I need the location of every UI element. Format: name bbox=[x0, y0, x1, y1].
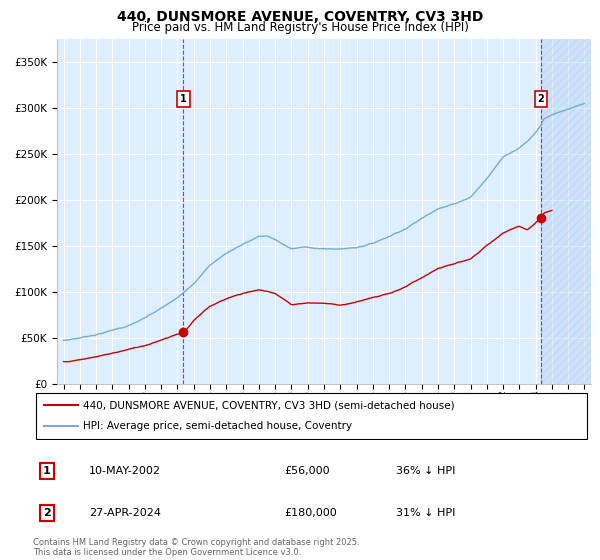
Text: 2: 2 bbox=[43, 508, 51, 518]
Text: Contains HM Land Registry data © Crown copyright and database right 2025.
This d: Contains HM Land Registry data © Crown c… bbox=[33, 538, 359, 557]
Text: 31% ↓ HPI: 31% ↓ HPI bbox=[396, 508, 455, 518]
Text: HPI: Average price, semi-detached house, Coventry: HPI: Average price, semi-detached house,… bbox=[83, 421, 352, 431]
Text: 1: 1 bbox=[180, 94, 187, 104]
Text: 440, DUNSMORE AVENUE, COVENTRY, CV3 3HD (semi-detached house): 440, DUNSMORE AVENUE, COVENTRY, CV3 3HD … bbox=[83, 400, 455, 410]
Bar bbox=[541, 39, 591, 384]
Text: 440, DUNSMORE AVENUE, COVENTRY, CV3 3HD: 440, DUNSMORE AVENUE, COVENTRY, CV3 3HD bbox=[117, 10, 483, 24]
Text: 2: 2 bbox=[538, 94, 544, 104]
Text: 10-MAY-2002: 10-MAY-2002 bbox=[89, 466, 161, 476]
Text: £180,000: £180,000 bbox=[284, 508, 337, 518]
Text: 27-APR-2024: 27-APR-2024 bbox=[89, 508, 161, 518]
Text: 1: 1 bbox=[43, 466, 51, 476]
FancyBboxPatch shape bbox=[36, 393, 587, 438]
Text: 36% ↓ HPI: 36% ↓ HPI bbox=[396, 466, 455, 476]
Text: Price paid vs. HM Land Registry's House Price Index (HPI): Price paid vs. HM Land Registry's House … bbox=[131, 21, 469, 34]
Text: £56,000: £56,000 bbox=[284, 466, 330, 476]
